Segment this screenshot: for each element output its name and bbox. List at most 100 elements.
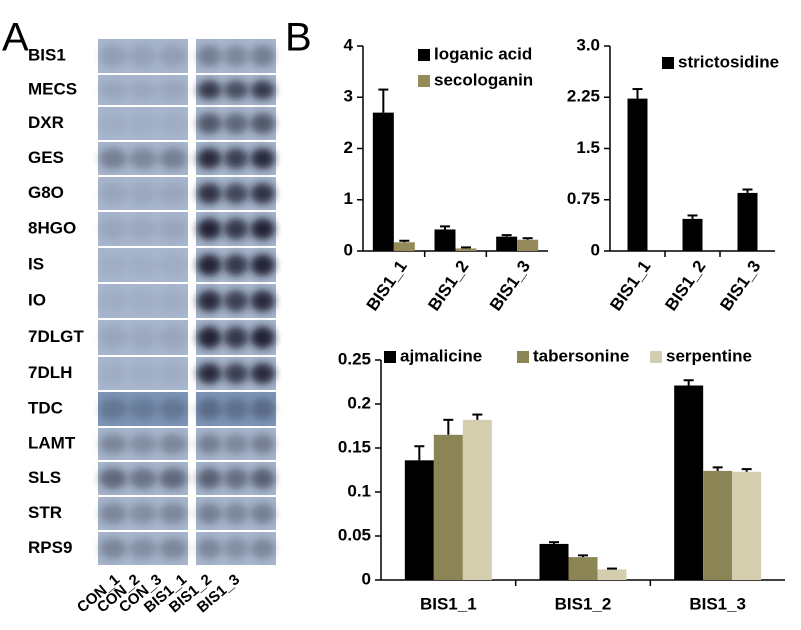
bar bbox=[462, 419, 492, 580]
blot-band bbox=[223, 537, 249, 560]
blot-band bbox=[159, 467, 187, 490]
blot-band bbox=[197, 398, 222, 420]
blot-band bbox=[99, 362, 127, 385]
gene-label: BIS1 bbox=[28, 45, 66, 64]
legend-label: serpentine bbox=[666, 346, 752, 365]
y-tick-label: 0.1 bbox=[347, 481, 371, 500]
blot-band bbox=[250, 218, 275, 240]
blot-band bbox=[250, 290, 275, 312]
blot-band bbox=[129, 467, 157, 490]
blot-band bbox=[159, 290, 187, 312]
blot-band bbox=[99, 80, 127, 100]
legend-label: secologanin bbox=[434, 70, 533, 89]
legend-label: strictosidine bbox=[678, 52, 779, 71]
y-tick-label: 0 bbox=[344, 240, 353, 259]
legend-swatch bbox=[517, 351, 529, 363]
blot-band bbox=[129, 290, 157, 312]
bar bbox=[627, 98, 648, 251]
bar bbox=[455, 248, 477, 251]
legend-label: tabersonine bbox=[533, 346, 629, 365]
gene-label: 7DLGT bbox=[28, 327, 84, 346]
y-tick-label: 0 bbox=[591, 240, 600, 259]
blot-band bbox=[99, 45, 127, 67]
blot-band bbox=[159, 433, 187, 455]
blot-band bbox=[99, 326, 127, 349]
blot-band bbox=[223, 290, 249, 312]
legend-swatch bbox=[418, 49, 430, 61]
bar bbox=[433, 434, 463, 580]
gene-label: IO bbox=[28, 290, 46, 309]
blot-band bbox=[129, 326, 157, 349]
blot-band bbox=[223, 45, 249, 67]
blot-band bbox=[197, 80, 222, 100]
blot-band bbox=[99, 398, 127, 420]
error-bar bbox=[687, 214, 698, 219]
blot-band bbox=[159, 362, 187, 385]
bar bbox=[732, 471, 762, 580]
y-tick-label: 0.15 bbox=[338, 437, 371, 456]
error-bar bbox=[607, 567, 617, 570]
blot-band bbox=[99, 218, 127, 240]
x-tick-label: BIS1_1 bbox=[420, 594, 477, 613]
y-tick-label: 1.5 bbox=[576, 138, 600, 157]
error-bar bbox=[522, 237, 533, 240]
error-bar bbox=[399, 239, 410, 243]
legend-label: ajmalicine bbox=[400, 346, 482, 365]
error-bar bbox=[712, 466, 723, 471]
blot-band bbox=[223, 147, 249, 170]
blot-band bbox=[223, 218, 249, 240]
blot-band bbox=[159, 502, 187, 525]
gene-label: IS bbox=[28, 254, 44, 273]
blot-band bbox=[250, 362, 275, 385]
blot-band bbox=[223, 326, 249, 349]
blot-band bbox=[99, 112, 127, 135]
blot-band bbox=[223, 182, 249, 205]
error-bar bbox=[461, 246, 471, 249]
error-bar bbox=[501, 234, 512, 237]
blot-band bbox=[197, 112, 222, 135]
blot-band bbox=[129, 537, 157, 560]
blot-band bbox=[129, 147, 157, 170]
gene-label: LAMT bbox=[28, 433, 76, 452]
bar bbox=[703, 470, 733, 580]
blot-band bbox=[129, 433, 157, 455]
blot-band bbox=[129, 254, 157, 276]
blot-band bbox=[250, 467, 275, 490]
bar bbox=[539, 543, 569, 580]
blot-band bbox=[197, 433, 222, 455]
blot-band bbox=[223, 254, 249, 276]
blot-band bbox=[197, 326, 222, 349]
bar bbox=[393, 242, 415, 251]
blot-band bbox=[159, 398, 187, 420]
bar bbox=[434, 229, 456, 251]
blot-band bbox=[159, 147, 187, 170]
blot-band bbox=[197, 147, 222, 170]
blot-band bbox=[250, 80, 275, 100]
y-tick-label: 1 bbox=[344, 189, 353, 208]
blot-band bbox=[197, 467, 222, 490]
blot-band bbox=[129, 45, 157, 67]
legend-label: loganic acid bbox=[434, 44, 532, 63]
gene-label: G8O bbox=[28, 183, 64, 202]
bar bbox=[496, 236, 518, 251]
y-tick-label: 3.0 bbox=[576, 35, 600, 54]
bar bbox=[568, 557, 598, 580]
panel-label: A bbox=[2, 16, 29, 60]
blot-band bbox=[159, 80, 187, 100]
gene-label: GES bbox=[28, 148, 64, 167]
blot-band bbox=[129, 362, 157, 385]
error-bar bbox=[578, 554, 588, 558]
error-bar bbox=[632, 88, 643, 99]
blot-band bbox=[159, 537, 187, 560]
blot-band bbox=[250, 45, 275, 67]
bar bbox=[404, 460, 434, 580]
x-tick-label: BIS1_1 bbox=[606, 257, 654, 314]
blot-band bbox=[223, 433, 249, 455]
gene-label: MECS bbox=[28, 79, 77, 98]
blot-band bbox=[129, 80, 157, 100]
blot-band bbox=[99, 182, 127, 205]
blot-band bbox=[159, 254, 187, 276]
gene-label: STR bbox=[28, 503, 62, 522]
